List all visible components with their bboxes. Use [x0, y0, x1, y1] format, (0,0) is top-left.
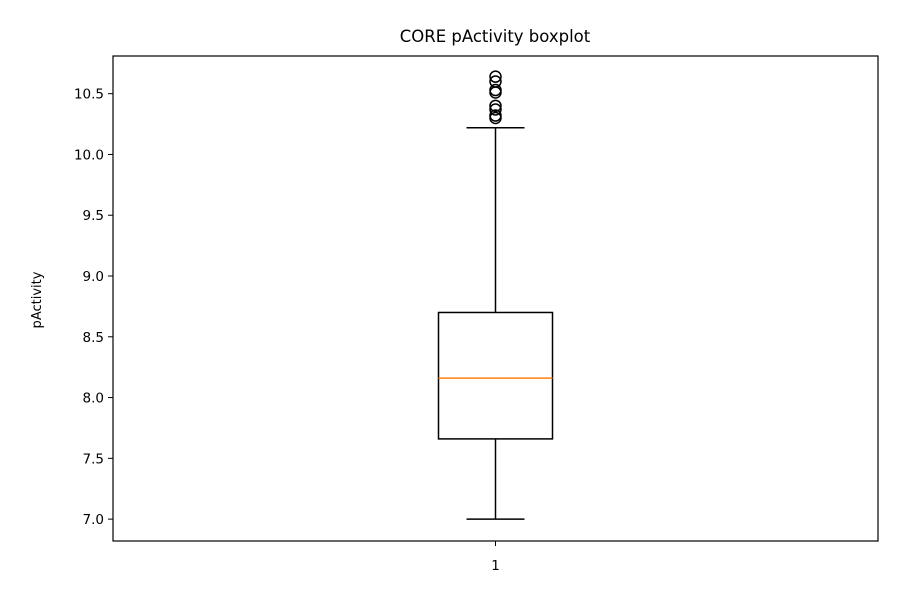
y-tick-label: 7.5: [83, 451, 104, 467]
y-tick-label: 8.0: [83, 391, 104, 407]
y-tick-label: 9.5: [83, 208, 104, 224]
outlier-point: [489, 109, 502, 122]
outlier-point: [489, 83, 502, 97]
outlier-point: [489, 99, 502, 113]
plot-frame: [112, 55, 879, 542]
plot-area: 7.0 7.5 8.0 8.5 9.0 9.5 10.0 10.5 1: [74, 70, 554, 574]
outlier-point: [489, 103, 502, 116]
y-tick-label: 10.0: [74, 147, 104, 163]
y-tick-label: 7.0: [83, 512, 104, 528]
interquartile-box: [437, 311, 554, 440]
y-tick-label: 10.5: [74, 87, 104, 103]
outlier-point: [489, 75, 502, 88]
outlier-point: [489, 70, 502, 83]
chart-title: CORE pActivity boxplot: [400, 27, 591, 46]
y-tick-label: 9.0: [83, 269, 104, 285]
y-axis-label: pActivity: [30, 271, 45, 328]
x-tick-label: 1: [491, 558, 500, 574]
y-tick-label: 8.5: [83, 330, 104, 346]
